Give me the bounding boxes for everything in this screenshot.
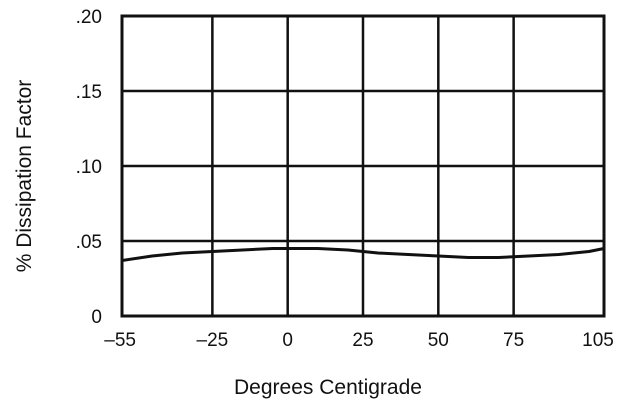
y-tick-labels: 0 .05 .10 .15 .20 <box>76 7 102 328</box>
y-tick-label: 0 <box>91 307 102 328</box>
series-layer <box>121 247 605 262</box>
y-tick-label: .10 <box>76 157 102 178</box>
y-axis-title: % Dissipation Factor <box>13 80 36 273</box>
y-tick-label: .15 <box>76 82 102 103</box>
x-tick-label: 50 <box>428 330 449 351</box>
x-tick-label: 0 <box>282 330 293 351</box>
x-tick-label: –55 <box>104 330 136 351</box>
x-tick-label: –25 <box>197 330 229 351</box>
series-line <box>121 247 605 262</box>
x-tick-label: 105 <box>582 330 614 351</box>
x-tick-labels: –55 –25 0 25 50 75 105 <box>104 330 614 351</box>
x-axis-title: Degrees Centigrade <box>234 376 422 399</box>
x-tick-label: 25 <box>352 330 373 351</box>
y-tick-label: .05 <box>76 232 102 253</box>
grid-lines <box>122 16 604 316</box>
x-tick-label: 75 <box>503 330 524 351</box>
y-tick-label: .20 <box>76 7 102 28</box>
plot-area-frame <box>120 14 606 318</box>
